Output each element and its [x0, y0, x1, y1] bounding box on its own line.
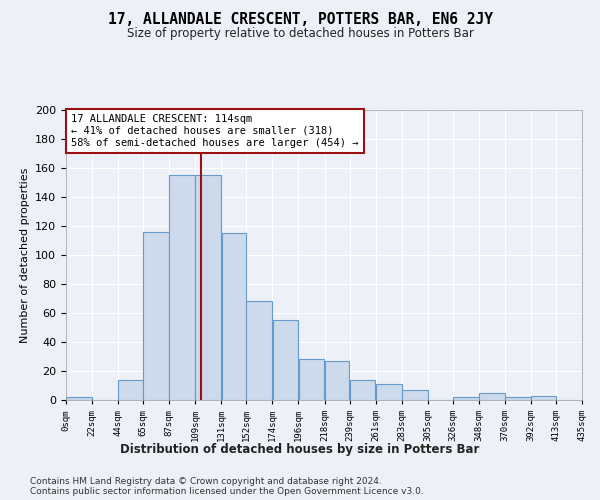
Bar	[325, 361, 349, 400]
Bar	[531, 396, 556, 400]
Text: Contains public sector information licensed under the Open Government Licence v3: Contains public sector information licen…	[30, 488, 424, 496]
Text: 17, ALLANDALE CRESCENT, POTTERS BAR, EN6 2JY: 17, ALLANDALE CRESCENT, POTTERS BAR, EN6…	[107, 12, 493, 28]
Bar	[402, 390, 428, 400]
Bar	[143, 232, 169, 400]
Text: Contains HM Land Registry data © Crown copyright and database right 2024.: Contains HM Land Registry data © Crown c…	[30, 478, 382, 486]
Bar	[376, 384, 401, 400]
Bar	[272, 320, 298, 400]
Text: Size of property relative to detached houses in Potters Bar: Size of property relative to detached ho…	[127, 28, 473, 40]
Bar	[453, 397, 479, 400]
Bar	[66, 397, 92, 400]
Bar	[221, 233, 246, 400]
Y-axis label: Number of detached properties: Number of detached properties	[20, 168, 29, 342]
Bar	[350, 380, 376, 400]
Bar	[479, 393, 505, 400]
Bar	[247, 302, 272, 400]
Bar	[169, 176, 195, 400]
Bar	[299, 360, 325, 400]
Bar	[505, 397, 531, 400]
Bar	[118, 380, 143, 400]
Bar	[196, 176, 221, 400]
Text: 17 ALLANDALE CRESCENT: 114sqm
← 41% of detached houses are smaller (318)
58% of : 17 ALLANDALE CRESCENT: 114sqm ← 41% of d…	[71, 114, 359, 148]
Text: Distribution of detached houses by size in Potters Bar: Distribution of detached houses by size …	[121, 442, 479, 456]
